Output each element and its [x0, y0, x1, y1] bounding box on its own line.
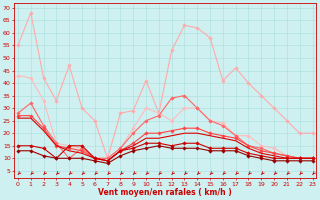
X-axis label: Vent moyen/en rafales ( km/h ): Vent moyen/en rafales ( km/h )	[98, 188, 232, 197]
